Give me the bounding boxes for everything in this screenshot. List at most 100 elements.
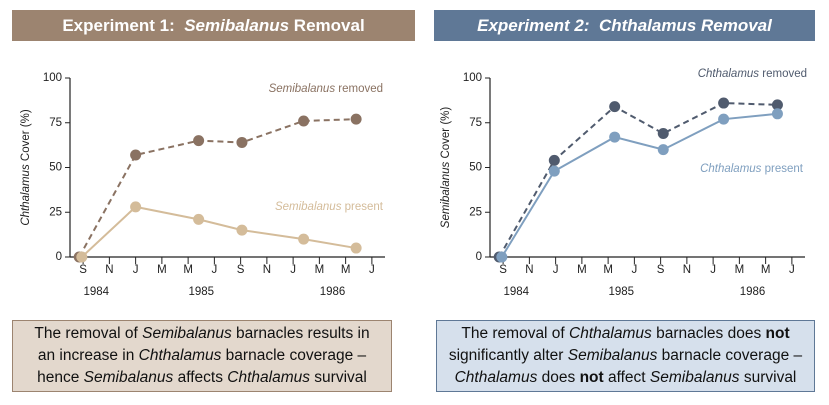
series-line [500,112,778,258]
caption-text: survival [310,369,367,386]
data-point [236,136,248,148]
x-tick-label: M [157,264,167,276]
data-point [350,113,362,125]
data-point [298,233,310,245]
y-tick-label: 25 [469,206,482,218]
x-tick-label: J [369,264,375,276]
caption-text: Chthalamus [138,347,222,364]
data-point [657,127,669,139]
year-label: 1985 [188,286,214,298]
caption-text: Semibalanus [649,369,740,386]
caption-text: Semibalanus [83,369,174,386]
x-tick-label: M [341,264,351,276]
x-tick-label: J [710,264,716,276]
data-point [496,251,508,263]
caption-line: an increase in Chthalamus barnacle cover… [13,345,391,367]
caption-box: The removal of Chthalamus barnacles does… [436,320,815,392]
caption-line: significantly alter Semibalanus barnacle… [437,345,814,367]
title-part: Experiment 1: [62,15,185,35]
caption-line: hence Semibalanus affects Chthalamus sur… [13,367,391,389]
data-point [548,154,560,166]
data-point [657,144,669,156]
series-line [81,205,357,258]
x-tick-label: M [735,264,745,276]
year-label: 1986 [320,286,346,298]
y-axis-label: Semibalanus Cover (%) [440,107,452,229]
data-point [548,165,560,177]
caption-line: The removal of Chthalamus barnacles does… [437,323,814,345]
x-tick-label: J [290,264,296,276]
caption-text: barnacle coverage – [221,347,367,364]
year-label: 1985 [608,286,634,298]
x-tick-label: J [133,264,139,276]
y-tick-label: 50 [49,162,62,174]
panel-header: Experiment 2: Chthalamus Removal [434,10,815,41]
title-part: Semibalanus [184,15,290,35]
caption-text: survival [739,369,797,386]
x-tick-label: M [577,264,587,276]
caption-text: not [579,369,604,386]
title-part: Removal [289,15,365,35]
x-tick-label: N [105,264,113,276]
caption-text: affect [603,369,650,386]
year-label: 1984 [503,286,529,298]
x-tick-label: J [212,264,218,276]
data-point [130,149,142,161]
series-line [498,102,778,258]
caption-text: hence [37,369,84,386]
x-tick-label: S [499,264,507,276]
series-line [78,118,357,258]
caption-line: The removal of Semibalanus barnacles res… [13,323,391,345]
data-point [718,113,730,125]
year-label: 1986 [740,286,766,298]
x-tick-label: S [657,264,665,276]
x-tick-label: J [632,264,638,276]
data-point [609,101,621,113]
x-tick-label: N [683,264,691,276]
series-label: Chthalamus present [700,163,804,175]
caption-text: does [537,369,580,386]
data-point [130,201,142,213]
data-point [771,99,783,111]
y-tick-label: 100 [463,72,482,84]
data-point [771,108,783,120]
x-tick-label: M [183,264,193,276]
caption-text: barnacle coverage – [657,347,803,364]
caption-text: significantly alter [448,347,568,364]
caption-text: affects [173,369,228,386]
caption-text: Chthalamus [454,369,538,386]
data-point [193,213,205,225]
y-tick-label: 0 [476,251,482,263]
data-point [236,224,248,236]
caption-text: Semibalanus [142,325,232,342]
caption-text: Chthalamus [569,325,652,342]
y-tick-label: 0 [56,251,62,263]
x-tick-label: N [525,264,533,276]
caption-text: barnacles does [651,325,766,342]
data-point [350,242,362,254]
caption-text: Chthalamus [227,369,310,386]
caption-text: an increase in [37,347,139,364]
data-point [76,251,88,263]
data-point [298,115,310,127]
series-label: Semibalanus removed [269,83,383,95]
caption-text: The removal of [34,325,143,342]
x-tick-label: J [789,264,795,276]
x-tick-label: M [603,264,613,276]
caption-text: The removal of [461,325,570,342]
data-point [193,135,205,147]
x-tick-label: J [553,264,559,276]
caption-text: not [765,325,790,342]
y-tick-label: 100 [43,72,62,84]
data-point [718,97,730,109]
caption-line: Chthalamus does not affect Semibalanus s… [437,367,814,389]
y-tick-label: 75 [469,117,482,129]
y-tick-label: 75 [49,117,62,129]
caption-text: barnacles results in [231,325,370,342]
y-axis-label: Chthalamus Cover (%) [20,109,32,225]
x-tick-label: M [761,264,771,276]
caption-box: The removal of Semibalanus barnacles res… [12,320,392,392]
year-label: 1984 [83,286,109,298]
